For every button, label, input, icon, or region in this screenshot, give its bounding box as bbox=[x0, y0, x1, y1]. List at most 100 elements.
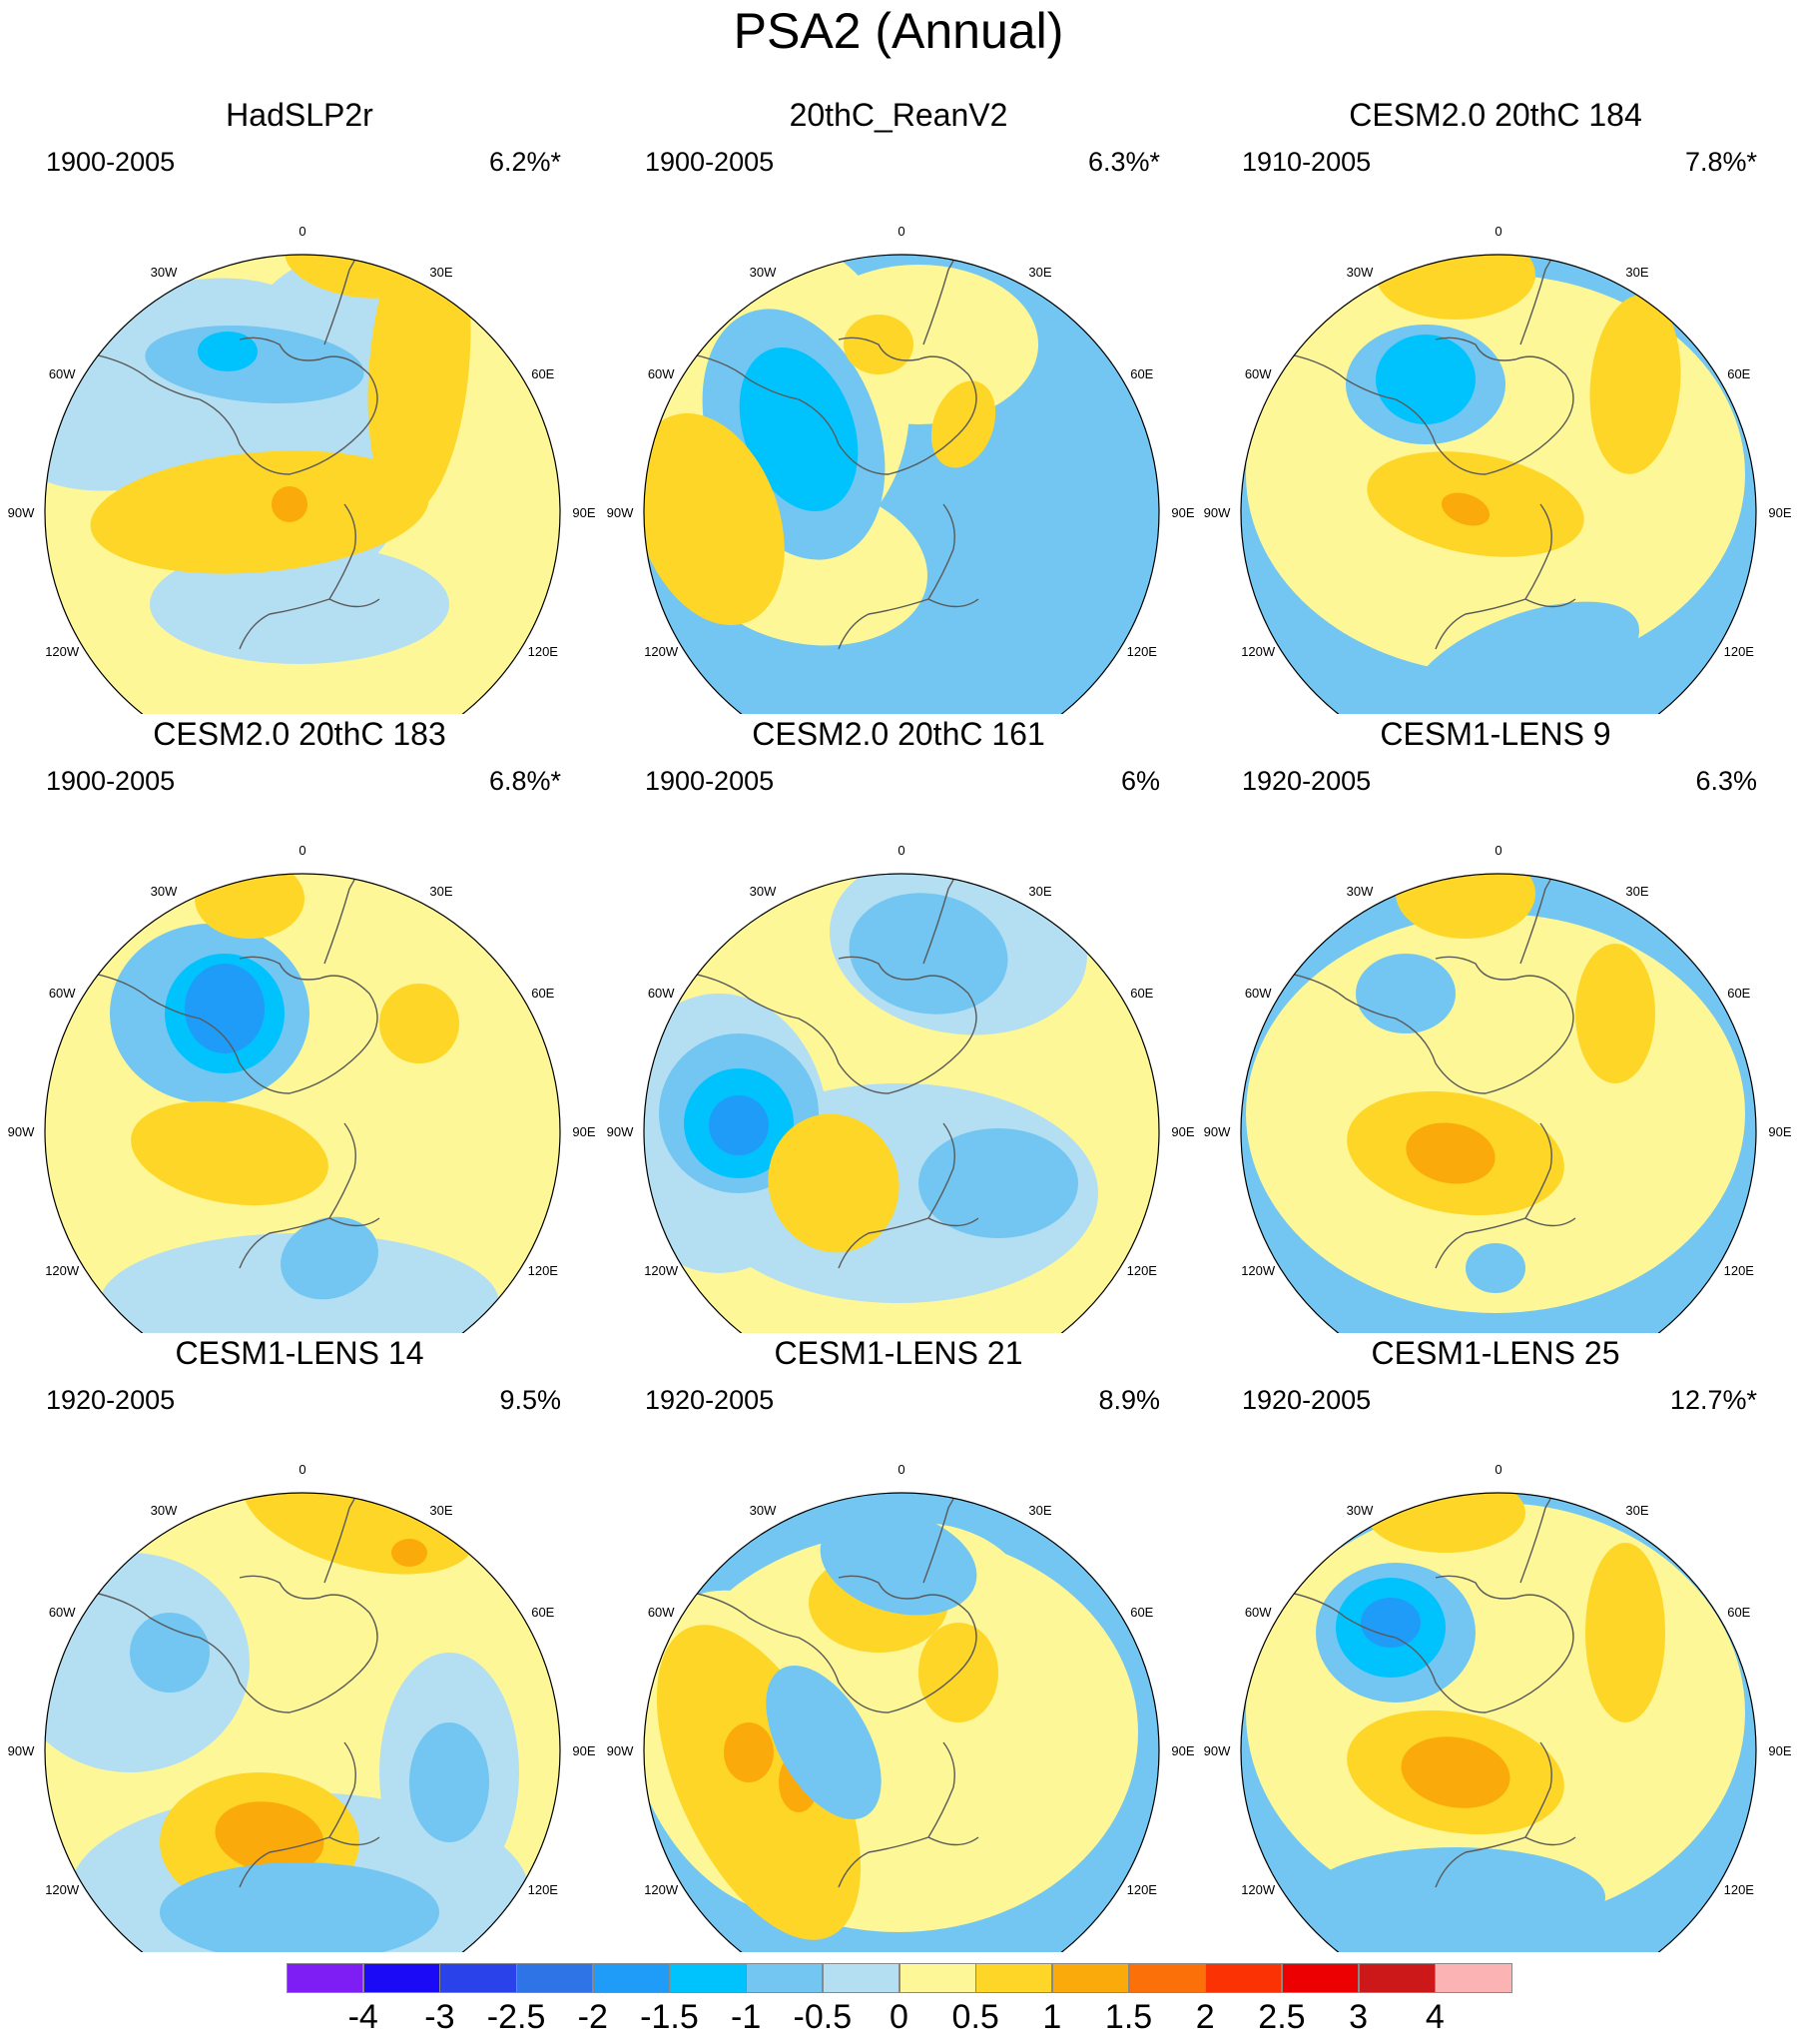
panel-variance: 6.2%* bbox=[488, 147, 561, 177]
longitude-label: 30W bbox=[750, 1503, 777, 1518]
longitude-label: 90E bbox=[1171, 505, 1194, 520]
panel-variance: 6% bbox=[1120, 766, 1160, 796]
longitude-label: 90E bbox=[1768, 1743, 1791, 1758]
contour-region bbox=[272, 486, 307, 522]
colorbar-swatch bbox=[822, 1963, 899, 1993]
colorbar-tick-label: 3 bbox=[1349, 1998, 1369, 2036]
longitude-label: 60W bbox=[1245, 366, 1272, 381]
coastline bbox=[323, 874, 370, 965]
contour-region bbox=[644, 412, 785, 626]
colorbar-swatch bbox=[1281, 1963, 1360, 1993]
panel-period: 1900-2005 bbox=[645, 766, 775, 796]
colorbar-swatch bbox=[746, 1963, 824, 1993]
contour-region bbox=[1376, 255, 1535, 320]
longitude-label: 0 bbox=[1495, 1462, 1501, 1477]
longitude-label: 120E bbox=[1127, 1263, 1158, 1278]
panel-title: CESM2.0 20thC 161 bbox=[752, 716, 1045, 752]
colorbar-swatch bbox=[516, 1963, 594, 1993]
contour-region bbox=[185, 964, 265, 1053]
coastline bbox=[1255, 956, 1574, 1094]
longitude-label: 120E bbox=[1127, 1882, 1158, 1897]
contour-region bbox=[1406, 1122, 1496, 1184]
longitude-label: 120E bbox=[1724, 644, 1755, 659]
colorbar-tick-label: 1 bbox=[1042, 1998, 1062, 2036]
longitude-label: 60E bbox=[531, 1605, 554, 1620]
contour-region bbox=[930, 380, 996, 468]
longitude-label: 30W bbox=[1347, 1503, 1374, 1518]
map-panel: CESM2.0 20thC 183 1900-2005 6.8%* 0 30E 60E 90… bbox=[0, 714, 599, 1333]
coastline bbox=[658, 1575, 977, 1713]
polar-map: 030E60E90E120E150E180150W120W90W60W30W bbox=[607, 843, 1195, 1333]
colorbar-swatch bbox=[362, 1963, 440, 1993]
longitude-label: 60E bbox=[1727, 366, 1750, 381]
longitude-label: 120E bbox=[1724, 1263, 1755, 1278]
colorbar-tick-label: 4 bbox=[1425, 1998, 1445, 2036]
contour-region bbox=[130, 1613, 210, 1693]
coastline bbox=[1435, 1836, 1576, 1888]
contour-region bbox=[1356, 954, 1456, 1033]
longitude-label: 30W bbox=[151, 1503, 178, 1518]
longitude-label: 0 bbox=[299, 224, 305, 239]
panel-period: 1900-2005 bbox=[645, 147, 775, 177]
coastline bbox=[1524, 1122, 1552, 1219]
colorbar-tick-label: 1.5 bbox=[1104, 1998, 1153, 2036]
contour-region bbox=[100, 1233, 499, 1333]
map-border bbox=[1240, 1492, 1757, 1952]
longitude-label: 120W bbox=[1241, 1263, 1276, 1278]
panel-period: 1920-2005 bbox=[46, 1385, 176, 1415]
contour-region bbox=[1589, 295, 1681, 474]
colorbar-swatch bbox=[1051, 1963, 1130, 1993]
longitude-label: 120E bbox=[528, 1882, 559, 1897]
colorbar-swatch bbox=[287, 1963, 364, 1993]
longitude-label: 90E bbox=[572, 505, 595, 520]
contour-region bbox=[1396, 874, 1535, 939]
longitude-label: 60W bbox=[49, 986, 76, 1001]
contour-region bbox=[656, 1625, 862, 1940]
coastline bbox=[59, 337, 378, 475]
longitude-label: 90E bbox=[1768, 505, 1791, 520]
colorbar-swatch bbox=[439, 1963, 517, 1993]
longitude-label: 60W bbox=[49, 1605, 76, 1620]
longitude-label: 60W bbox=[49, 366, 76, 381]
longitude-label: 30W bbox=[151, 265, 178, 280]
contour-region bbox=[195, 874, 304, 939]
contour-region bbox=[1466, 1243, 1525, 1293]
panel-period: 1900-2005 bbox=[46, 766, 176, 796]
coastline bbox=[838, 598, 979, 650]
longitude-label: 90W bbox=[607, 1743, 634, 1758]
polar-map: 030E60E90E120E150E180150W120W90W60W30W bbox=[8, 224, 596, 714]
map-border bbox=[1240, 873, 1757, 1333]
longitude-label: 60E bbox=[1130, 986, 1153, 1001]
coastline bbox=[927, 503, 955, 600]
coastline bbox=[922, 255, 969, 345]
contour-region bbox=[1575, 944, 1655, 1083]
longitude-label: 120E bbox=[528, 644, 559, 659]
longitude-label: 60W bbox=[1245, 986, 1272, 1001]
longitude-label: 90E bbox=[572, 1743, 595, 1758]
longitude-label: 90W bbox=[8, 1124, 35, 1139]
coastline bbox=[239, 1836, 380, 1888]
map-border bbox=[44, 873, 561, 1333]
longitude-label: 90W bbox=[1204, 1743, 1231, 1758]
longitude-label: 120W bbox=[644, 1882, 679, 1897]
panel-variance: 8.9% bbox=[1098, 1385, 1160, 1415]
contour-region bbox=[45, 1553, 250, 1772]
colorbar-tick-label: -2 bbox=[577, 1998, 608, 2036]
panel-title: CESM2.0 20thC 183 bbox=[153, 716, 446, 752]
coastline bbox=[328, 1741, 356, 1838]
longitude-label: 60W bbox=[648, 1605, 675, 1620]
colorbar-swatch bbox=[1205, 1963, 1283, 1993]
colorbar-swatch bbox=[898, 1963, 976, 1993]
longitude-label: 90W bbox=[1204, 505, 1231, 520]
map-border bbox=[44, 1492, 561, 1952]
map-panel: HadSLP2r1900-20056.2%*030E60E90E120E150E… bbox=[0, 95, 599, 714]
panel-title: CESM1-LENS 9 bbox=[1380, 716, 1611, 752]
contour-region bbox=[724, 1722, 774, 1782]
longitude-label: 30E bbox=[1028, 265, 1051, 280]
contour-region bbox=[1366, 1493, 1525, 1553]
longitude-label: 90W bbox=[607, 1124, 634, 1139]
longitude-label: 60E bbox=[1727, 1605, 1750, 1620]
coastline bbox=[239, 1217, 380, 1269]
panel-variance: 6.3% bbox=[1695, 766, 1757, 796]
longitude-label: 60E bbox=[531, 366, 554, 381]
